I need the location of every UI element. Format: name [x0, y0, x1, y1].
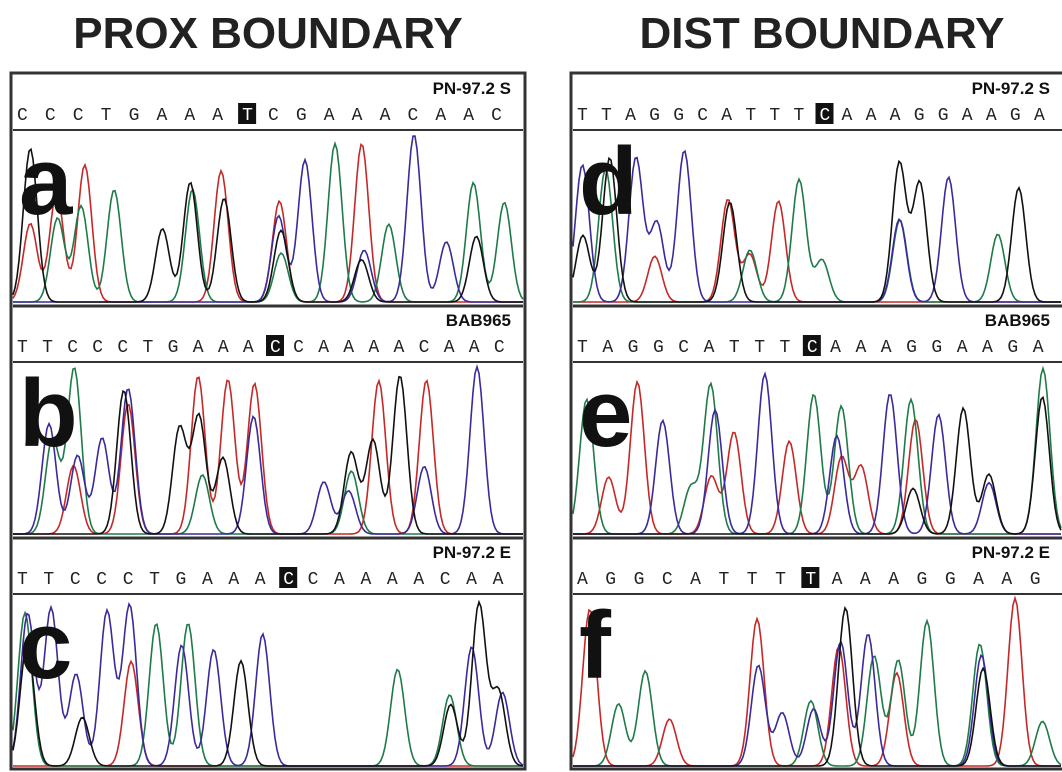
sample-name: PN-97.2 S [433, 79, 511, 98]
trace [13, 136, 523, 302]
sequence: TTCCCTGAAA [17, 570, 281, 590]
sequence: CAAAACAA [308, 570, 519, 590]
sequence: TAGGCATTT [577, 338, 805, 358]
highlighted-base: C [820, 106, 831, 126]
panel-label: a [19, 128, 73, 235]
panel-label: c [19, 592, 72, 699]
trace [13, 377, 523, 534]
trace [13, 604, 523, 766]
trace [573, 374, 1061, 534]
sample-name: PN-97.2 E [433, 543, 511, 562]
panel-label: f [579, 592, 612, 699]
highlighted-base: C [283, 570, 294, 590]
highlighted-base: T [805, 570, 816, 590]
panel-frame [571, 73, 1062, 769]
page: PROX BOUNDARY DIST BOUNDARY PN-97.2 SCCC… [0, 0, 1062, 772]
panel-label: b [19, 360, 78, 467]
trace [573, 598, 1061, 766]
column-title: DIST BOUNDARY [639, 9, 1004, 58]
sequence: AAAGGAAGA [842, 106, 1058, 126]
highlighted-base: C [807, 338, 818, 358]
sequence: TTAGGCATTT [577, 106, 818, 126]
sequence: CCCTGAAA [17, 106, 240, 126]
sequence: AAAGGAAG [832, 570, 1058, 590]
sequence: CGAAACAAC [268, 106, 519, 126]
sequence: CAAAACAAC [293, 338, 519, 358]
trace [13, 602, 523, 766]
highlighted-base: C [270, 338, 281, 358]
sample-name: PN-97.2 E [972, 543, 1050, 562]
trace [573, 608, 1061, 766]
column-title: PROX BOUNDARY [73, 9, 463, 58]
sequence: AGGCATTT [577, 570, 803, 590]
sample-name: BAB965 [446, 311, 511, 330]
panel-label: e [579, 360, 632, 467]
trace [573, 200, 1061, 302]
sample-name: PN-97.2 S [972, 79, 1050, 98]
panel-label: d [579, 128, 638, 235]
trace [573, 368, 1061, 534]
figure: PROX BOUNDARY DIST BOUNDARY PN-97.2 SCCC… [0, 0, 1062, 772]
sample-name: BAB965 [985, 311, 1050, 330]
sequence: TTCCCTGAAA [17, 338, 268, 358]
sequence: AAAGGAAGA [830, 338, 1058, 358]
highlighted-base: T [242, 106, 253, 126]
